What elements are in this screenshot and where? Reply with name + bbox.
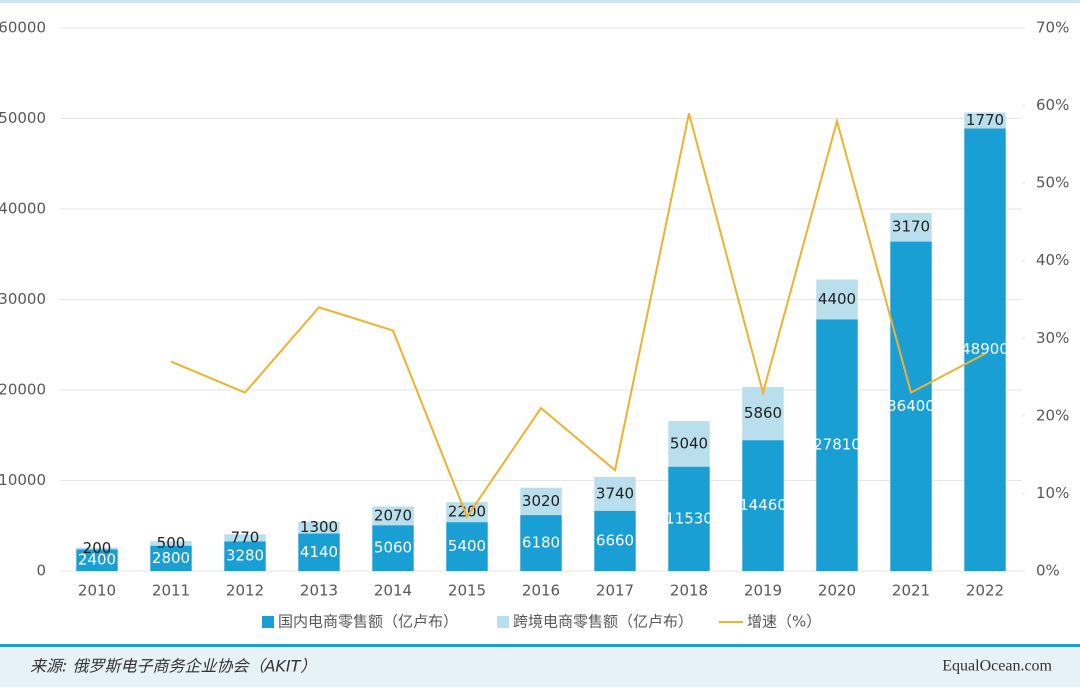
y-tick-label: 20000 bbox=[0, 381, 46, 399]
data-label: 48900 bbox=[961, 340, 1009, 358]
legend-label: 增速（%） bbox=[747, 613, 821, 631]
data-label: 200 bbox=[83, 539, 112, 557]
data-label: 3280 bbox=[226, 547, 264, 565]
data-label: 3170 bbox=[892, 218, 930, 236]
top-border bbox=[0, 0, 1080, 3]
data-label: 6180 bbox=[522, 534, 560, 552]
y-tick-label: 10000 bbox=[0, 471, 46, 489]
bar-segment bbox=[742, 440, 784, 571]
data-label: 2400 bbox=[78, 551, 116, 569]
y2-tick-label: 10% bbox=[1036, 484, 1069, 502]
bar-segment bbox=[964, 128, 1006, 571]
bar-segment bbox=[964, 112, 1006, 129]
y-tick-label: 30000 bbox=[0, 290, 46, 308]
bar-segment bbox=[668, 421, 710, 467]
y2-tick-label: 30% bbox=[1036, 329, 1069, 347]
data-label: 1300 bbox=[300, 518, 338, 536]
x-tick-label: 2021 bbox=[892, 582, 930, 600]
y2-tick-label: 0% bbox=[1036, 562, 1060, 580]
y-tick-label: 0 bbox=[36, 562, 46, 580]
y2-tick-label: 50% bbox=[1036, 174, 1069, 192]
y2-tick-label: 70% bbox=[1036, 19, 1069, 37]
footer-band bbox=[0, 647, 1080, 687]
data-label: 4400 bbox=[818, 290, 856, 308]
y2-tick-label: 20% bbox=[1036, 406, 1069, 424]
bar-segment bbox=[594, 476, 636, 511]
y-tick-label: 40000 bbox=[0, 200, 46, 218]
source: 来源: 俄罗斯电子商务企业协会（AKIT） bbox=[30, 657, 316, 676]
x-tick-label: 2014 bbox=[374, 582, 412, 600]
data-label: 4140 bbox=[300, 543, 338, 561]
y2-tick-label: 60% bbox=[1036, 96, 1069, 114]
data-label: 2200 bbox=[448, 503, 486, 521]
data-label: 36400 bbox=[887, 397, 935, 415]
data-label: 6660 bbox=[596, 531, 634, 549]
data-label: 1770 bbox=[966, 111, 1004, 129]
data-label: 11530 bbox=[665, 509, 713, 527]
bar-segment bbox=[298, 533, 340, 571]
x-tick-label: 2016 bbox=[522, 582, 560, 600]
bar-segment bbox=[816, 279, 858, 320]
growth-line bbox=[170, 113, 986, 519]
bar-segment bbox=[668, 466, 710, 571]
bar-segment bbox=[446, 502, 488, 523]
data-label: 27810 bbox=[813, 436, 861, 454]
x-tick-label: 2022 bbox=[966, 582, 1004, 600]
data-label: 2800 bbox=[152, 549, 190, 567]
data-label: 2070 bbox=[374, 506, 412, 524]
y2-tick-label: 40% bbox=[1036, 251, 1069, 269]
bar-segment bbox=[890, 241, 932, 571]
brand: EqualOcean.com bbox=[942, 658, 1052, 675]
data-label: 500 bbox=[157, 534, 186, 552]
data-label: 5060 bbox=[374, 539, 412, 557]
x-tick-label: 2013 bbox=[300, 582, 338, 600]
bar-segment bbox=[890, 212, 932, 242]
bar-segment bbox=[594, 510, 636, 571]
bar-segment bbox=[76, 547, 118, 550]
x-tick-label: 2010 bbox=[78, 582, 116, 600]
x-tick-label: 2019 bbox=[744, 582, 782, 600]
y-tick-label: 60000 bbox=[0, 19, 46, 37]
data-label: 5400 bbox=[448, 537, 486, 555]
x-tick-label: 2018 bbox=[670, 582, 708, 600]
bar-segment bbox=[816, 319, 858, 571]
data-label: 3020 bbox=[522, 492, 560, 510]
data-label: 5860 bbox=[744, 404, 782, 422]
bar-segment bbox=[298, 521, 340, 534]
bar-segment bbox=[224, 541, 266, 571]
data-label: 3740 bbox=[596, 484, 634, 502]
bar-segment bbox=[150, 545, 192, 571]
legend-swatch bbox=[262, 616, 274, 628]
footer-rule bbox=[0, 644, 1080, 647]
data-label: 5040 bbox=[670, 434, 708, 452]
x-tick-label: 2012 bbox=[226, 582, 264, 600]
bar-segment bbox=[150, 541, 192, 546]
bar-segment bbox=[372, 525, 414, 571]
x-tick-label: 2011 bbox=[152, 582, 190, 600]
data-label: 770 bbox=[231, 528, 260, 546]
legend-label: 跨境电商零售额（亿卢布） bbox=[513, 613, 693, 631]
bar-segment bbox=[224, 534, 266, 542]
bar-segment bbox=[372, 506, 414, 526]
bar-segment bbox=[76, 549, 118, 571]
legend-label: 国内电商零售额（亿卢布） bbox=[278, 613, 458, 631]
y-tick-label: 50000 bbox=[0, 109, 46, 127]
data-label: 14460 bbox=[739, 496, 787, 514]
bar-segment bbox=[520, 515, 562, 571]
bar-segment bbox=[520, 487, 562, 516]
legend-swatch bbox=[497, 616, 509, 628]
x-tick-label: 2017 bbox=[596, 582, 634, 600]
x-tick-label: 2015 bbox=[448, 582, 486, 600]
bar-segment bbox=[446, 522, 488, 571]
x-tick-label: 2020 bbox=[818, 582, 856, 600]
